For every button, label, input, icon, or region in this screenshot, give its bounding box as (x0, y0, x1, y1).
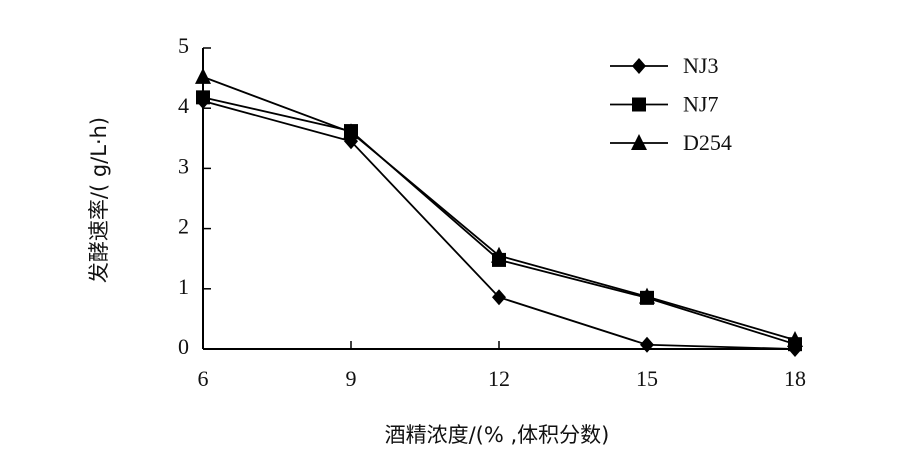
legend-marker (631, 134, 647, 150)
x-tick-label: 18 (784, 366, 806, 391)
legend-marker (632, 97, 646, 112)
x-tick-label: 9 (346, 366, 357, 391)
data-point (491, 246, 507, 263)
x-tick-label: 15 (636, 366, 658, 391)
data-point (640, 336, 654, 353)
legend-label: NJ3 (683, 53, 718, 78)
y-tick-label: 5 (178, 33, 189, 58)
y-tick-label: 3 (178, 153, 189, 178)
legend-label: D254 (683, 130, 732, 155)
data-point (196, 90, 210, 105)
data-point (195, 67, 211, 84)
y-axis-label: 发酵速率/( g/L·h) (87, 117, 111, 283)
data-point (492, 289, 506, 306)
y-tick-label: 0 (178, 334, 189, 359)
x-axis-label: 酒精浓度/(% ,体积分数) (385, 423, 610, 447)
data-point (343, 123, 359, 140)
legend-marker (632, 58, 646, 74)
data-point (787, 330, 803, 347)
data-point (639, 287, 655, 304)
x-tick-label: 12 (488, 366, 510, 391)
y-tick-label: 4 (178, 93, 189, 118)
y-tick-label: 2 (178, 214, 189, 239)
y-tick-label: 1 (178, 274, 189, 299)
legend-label: NJ7 (683, 92, 718, 117)
x-tick-label: 6 (198, 366, 209, 391)
